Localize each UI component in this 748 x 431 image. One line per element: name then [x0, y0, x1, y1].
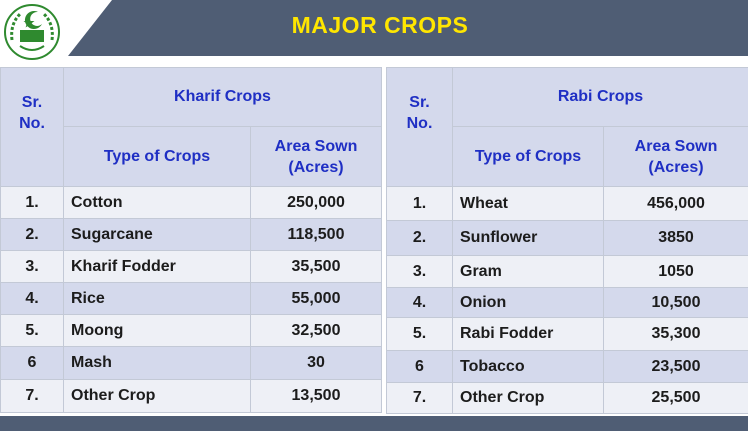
table-row: 1. Cotton 250,000: [0, 186, 382, 219]
rabi-crops-table: Sr. No. Rabi Crops Type of Crops Area Sow…: [386, 67, 748, 414]
area-sown-header: Area Sown (Acres): [250, 126, 382, 187]
area-sown-header: Area Sown (Acres): [603, 126, 748, 187]
table-row: 1. Wheat 456,000: [386, 186, 748, 221]
crop-name-cell: Tobacco: [452, 350, 604, 383]
table-row: 5. Moong 32,500: [0, 314, 382, 347]
sr-cell: 7.: [386, 382, 453, 414]
type-of-crops-header: Type of Crops: [452, 126, 604, 187]
crop-name-cell: Cotton: [63, 186, 251, 219]
kharif-crops-table: Sr. No. Kharif Crops Type of Crops Area S…: [0, 67, 382, 413]
sr-cell: 3.: [0, 250, 64, 283]
table-row: 2. Sugarcane 118,500: [0, 218, 382, 251]
sr-cell: 6: [386, 350, 453, 383]
sr-no-header: Sr. No.: [386, 67, 453, 187]
sr-cell: 1.: [0, 186, 64, 219]
header-band: [68, 0, 748, 56]
crop-name-cell: Other Crop: [63, 379, 251, 413]
table-row: 5. Rabi Fodder 35,300: [386, 317, 748, 351]
area-cell: 25,500: [603, 382, 748, 414]
type-of-crops-header: Type of Crops: [63, 126, 251, 187]
table-row: 7. Other Crop 13,500: [0, 379, 382, 413]
rabi-group-header: Rabi Crops: [452, 67, 748, 127]
sr-cell: 5.: [0, 314, 64, 347]
table-row: 4. Onion 10,500: [386, 287, 748, 318]
area-cell: 55,000: [250, 282, 382, 315]
area-cell: 23,500: [603, 350, 748, 383]
sr-cell: 5.: [386, 317, 453, 351]
area-cell: 250,000: [250, 186, 382, 219]
crop-name-cell: Rabi Fodder: [452, 317, 604, 351]
area-cell: 35,300: [603, 317, 748, 351]
area-cell: 1050: [603, 255, 748, 288]
sr-cell: 2.: [386, 220, 453, 256]
sr-cell: 7.: [0, 379, 64, 413]
area-cell: 30: [250, 346, 382, 380]
crop-name-cell: Mash: [63, 346, 251, 380]
crop-name-cell: Kharif Fodder: [63, 250, 251, 283]
area-cell: 35,500: [250, 250, 382, 283]
area-cell: 13,500: [250, 379, 382, 413]
table-row: 6 Mash 30: [0, 346, 382, 380]
area-cell: 32,500: [250, 314, 382, 347]
sr-cell: 2.: [0, 218, 64, 251]
table-row: 3. Gram 1050: [386, 255, 748, 288]
crop-name-cell: Gram: [452, 255, 604, 288]
crop-name-cell: Sugarcane: [63, 218, 251, 251]
sr-cell: 4.: [0, 282, 64, 315]
kharif-group-header: Kharif Crops: [63, 67, 382, 127]
table-row: 4. Rice 55,000: [0, 282, 382, 315]
area-cell: 456,000: [603, 186, 748, 221]
crop-name-cell: Sunflower: [452, 220, 604, 256]
crop-name-cell: Other Crop: [452, 382, 604, 414]
area-cell: 3850: [603, 220, 748, 256]
crop-name-cell: Onion: [452, 287, 604, 318]
table-row: 6 Tobacco 23,500: [386, 350, 748, 383]
crop-name-cell: Wheat: [452, 186, 604, 221]
crop-name-cell: Rice: [63, 282, 251, 315]
area-cell: 118,500: [250, 218, 382, 251]
sr-cell: 3.: [386, 255, 453, 288]
sr-cell: 6: [0, 346, 64, 380]
footer-band: [0, 416, 748, 431]
sr-no-header: Sr. No.: [0, 67, 64, 187]
punjab-emblem-icon: [4, 4, 60, 60]
sr-cell: 1.: [386, 186, 453, 221]
page-title: MAJOR CROPS: [291, 12, 469, 38]
table-row: 7. Other Crop 25,500: [386, 382, 748, 414]
area-cell: 10,500: [603, 287, 748, 318]
sr-cell: 4.: [386, 287, 453, 318]
table-row: 2. Sunflower 3850: [386, 220, 748, 256]
table-row: 3. Kharif Fodder 35,500: [0, 250, 382, 283]
slide-header: MAJOR CROPS: [0, 0, 748, 60]
crop-name-cell: Moong: [63, 314, 251, 347]
